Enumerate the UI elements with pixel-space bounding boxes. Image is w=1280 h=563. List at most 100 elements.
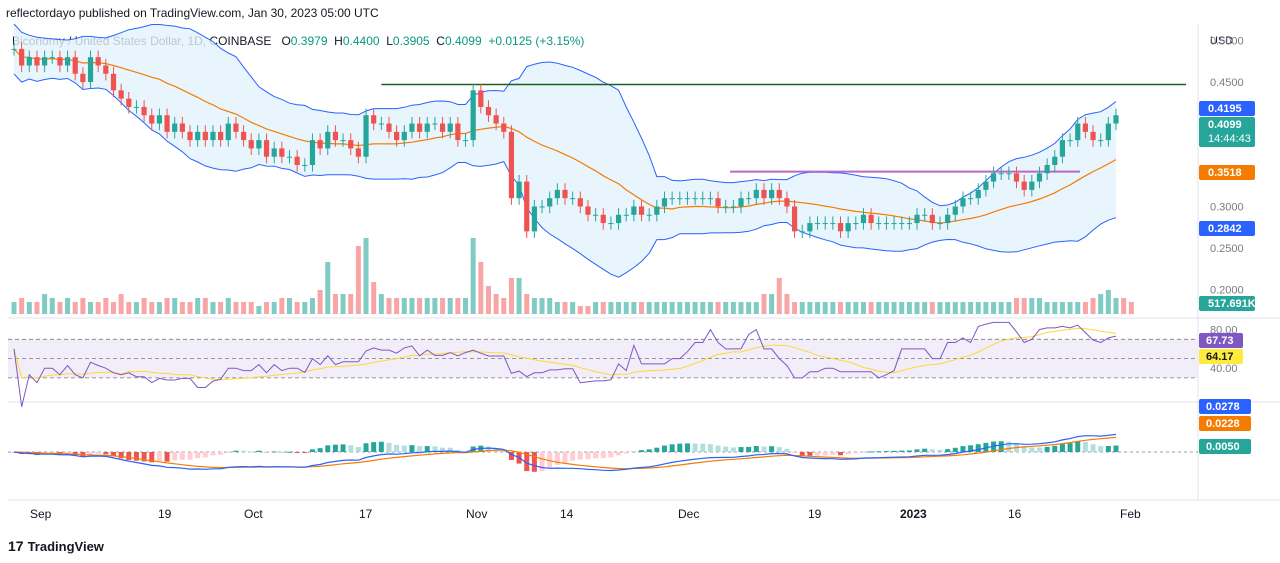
volume-bar xyxy=(838,302,843,314)
candle-body xyxy=(409,123,415,132)
candle-body xyxy=(1067,140,1073,142)
volume-bar xyxy=(195,298,201,314)
macd-histogram-bar xyxy=(371,442,377,452)
candle-body xyxy=(952,206,958,215)
price-label-text: 0.2842 xyxy=(1208,223,1242,235)
macd-histogram-bar xyxy=(960,446,966,452)
candle-body xyxy=(179,123,185,132)
volume-bar xyxy=(470,238,476,314)
macd-histogram-bar xyxy=(187,452,193,460)
volume-bar xyxy=(355,246,361,314)
volume-bar xyxy=(554,302,560,314)
candle-body xyxy=(631,206,637,215)
candle-body xyxy=(394,131,400,141)
candle-body xyxy=(355,148,361,157)
candle-body xyxy=(508,131,515,199)
volume-bar xyxy=(65,298,71,314)
volume-bar xyxy=(822,302,828,314)
macd-histogram-bar xyxy=(723,446,729,452)
volume-bar xyxy=(922,302,928,314)
volume-bar xyxy=(883,302,889,314)
volume-bar xyxy=(1006,302,1012,314)
price-label-text: 0.4099 xyxy=(1208,119,1242,131)
macd-line xyxy=(13,433,1117,472)
macd-histogram-bar xyxy=(669,444,675,452)
candle-body xyxy=(309,140,316,165)
volume-bar xyxy=(807,302,813,314)
macd-histogram-bar xyxy=(355,447,361,452)
candle-body xyxy=(363,115,369,157)
macd-histogram-bar xyxy=(401,445,407,452)
volume-bar xyxy=(463,298,469,314)
candle-body xyxy=(401,131,407,141)
candle-body xyxy=(876,223,882,225)
volume-bar xyxy=(248,302,254,314)
candle-body xyxy=(837,223,844,232)
time-axis-label: 19 xyxy=(808,507,822,521)
volume-bar xyxy=(340,294,346,314)
candle-body xyxy=(769,189,775,199)
price-tick-label: 0.3000 xyxy=(1210,201,1244,213)
macd-histogram-bar xyxy=(1036,447,1042,452)
volume-bar xyxy=(279,298,285,314)
macd-histogram-bar xyxy=(455,449,461,452)
macd-histogram-bar xyxy=(677,443,683,452)
candle-body xyxy=(187,131,193,141)
candle-body xyxy=(1052,156,1058,165)
candle-body xyxy=(761,189,767,199)
volume-bar xyxy=(730,302,736,314)
candle-body xyxy=(623,214,629,216)
candle-body xyxy=(868,214,874,224)
volume-bar xyxy=(876,302,882,314)
candle-body xyxy=(462,140,469,142)
volume-bar xyxy=(577,306,583,314)
candle-body xyxy=(1021,181,1027,190)
volume-bar xyxy=(784,294,790,314)
volume-bar xyxy=(401,298,407,314)
candle-body xyxy=(439,123,446,132)
volume-bar xyxy=(799,302,805,314)
candle-body xyxy=(746,198,752,200)
macd-histogram-bar xyxy=(417,446,423,452)
macd-histogram-bar xyxy=(164,452,170,462)
macd-histogram-bar xyxy=(363,443,369,452)
volume-bar xyxy=(531,298,537,314)
volume-bar xyxy=(256,306,262,314)
candle-body xyxy=(853,223,859,225)
candle-body xyxy=(1082,123,1088,132)
candle-body xyxy=(661,198,668,207)
candle-body xyxy=(126,98,132,107)
price-label-text: 0.3518 xyxy=(1208,167,1242,179)
macd-histogram-bar xyxy=(738,447,744,452)
volume-bar xyxy=(952,302,958,314)
volume-bar xyxy=(891,302,897,314)
candle-body xyxy=(118,90,124,99)
candle-body xyxy=(485,106,492,116)
countdown-text: 14:44:43 xyxy=(1208,133,1251,145)
candle-body xyxy=(715,198,721,207)
volume-bar xyxy=(218,302,224,314)
candle-body xyxy=(967,198,974,200)
volume-bar xyxy=(723,302,729,314)
volume-bar xyxy=(501,298,507,314)
candle-body xyxy=(684,198,691,200)
candle-body xyxy=(424,123,430,132)
candle-body xyxy=(730,206,736,208)
volume-bar xyxy=(287,298,292,314)
macd-histogram-bar xyxy=(807,452,813,456)
candle-body xyxy=(860,214,867,224)
macd-histogram-bar xyxy=(302,452,308,453)
macd-histogram-bar xyxy=(447,447,453,452)
volume-bar xyxy=(746,302,752,314)
macd-histogram-bar xyxy=(822,452,828,456)
volume-bar xyxy=(960,302,966,314)
macd-histogram-bar xyxy=(1082,442,1088,452)
volume-bar xyxy=(929,302,935,314)
volume-bar xyxy=(623,302,629,314)
macd-histogram-bar xyxy=(998,441,1004,452)
volume-bar xyxy=(516,278,522,314)
volume-bar xyxy=(631,302,637,314)
candle-body xyxy=(1090,131,1096,141)
tradingview-footer[interactable]: 17 TradingView xyxy=(8,538,104,554)
